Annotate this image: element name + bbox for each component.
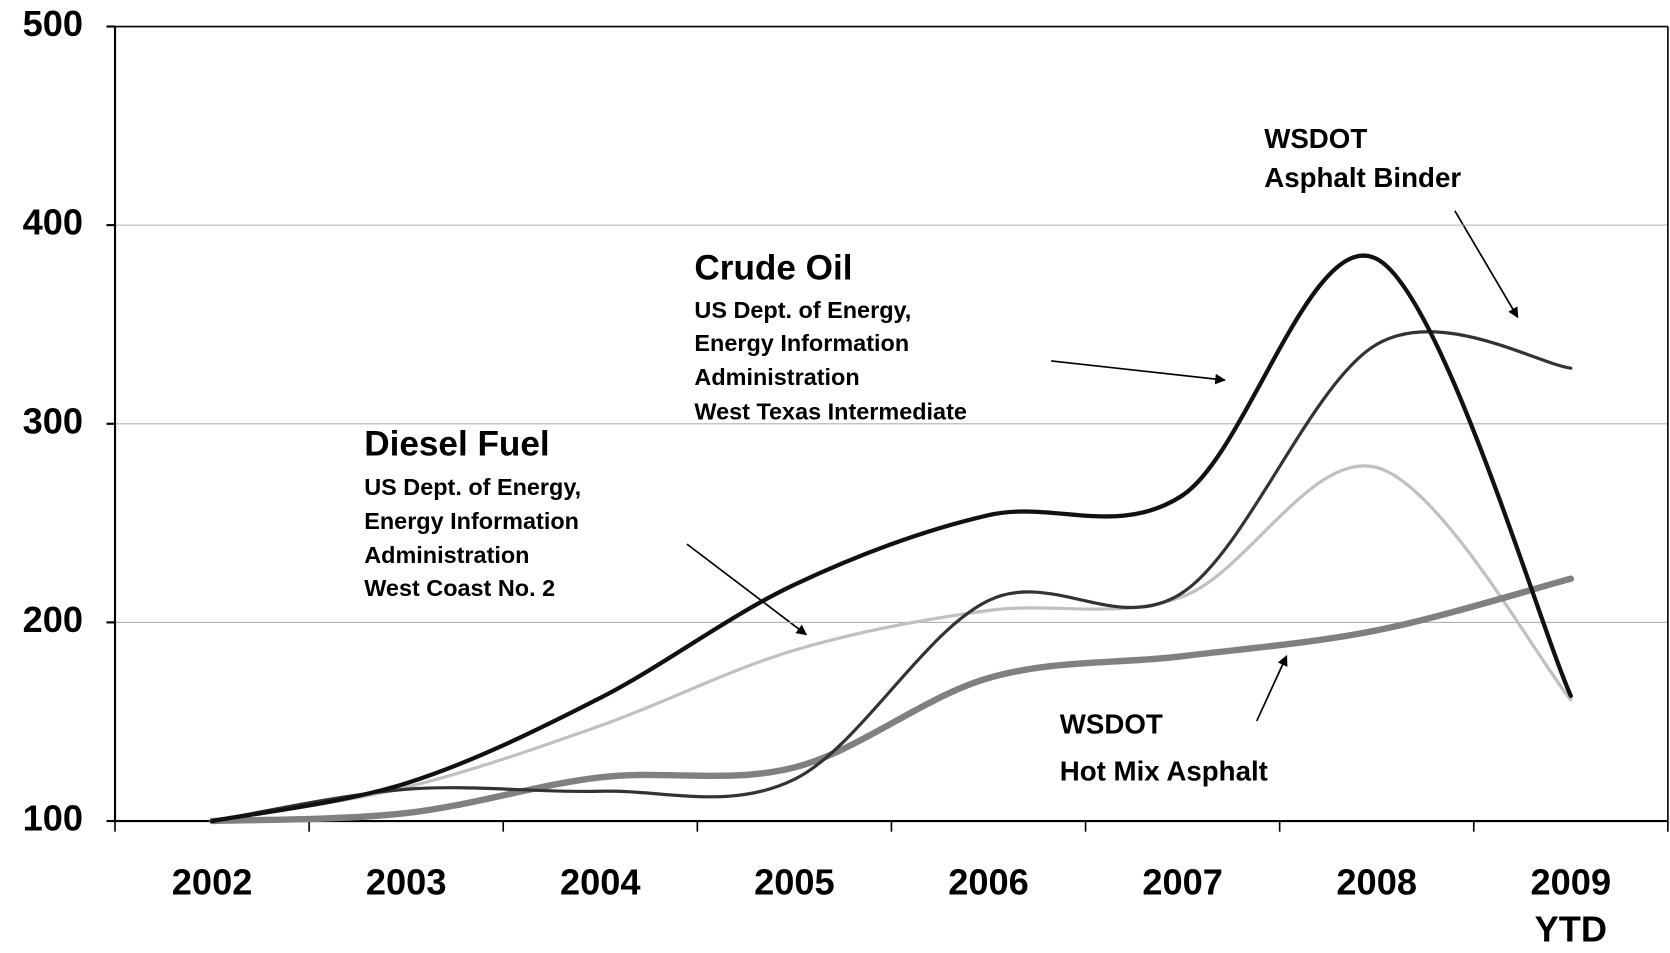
x-tick-label: 2004 <box>560 862 641 904</box>
y-tick-label: 200 <box>23 599 83 640</box>
x-tick-label-box: 2005 <box>754 862 835 904</box>
annotation-line: West Texas Intermediate <box>694 398 966 424</box>
arrow <box>1255 654 1288 722</box>
x-tick-label: 2005 <box>754 862 835 904</box>
x-tick-label: 2002 <box>171 862 253 904</box>
x-tick-label: 2003 <box>365 862 447 904</box>
annotation-line: Administration <box>364 542 529 568</box>
x-tick-label: 2008 <box>1336 862 1417 904</box>
annotation-line: Administration <box>694 364 859 390</box>
arrow <box>686 543 808 636</box>
annotation-line: WSDOT <box>1060 709 1163 740</box>
arrow <box>1051 360 1226 385</box>
annotation-title: Crude Oil <box>694 249 852 288</box>
x-tick-label-box: 2007 <box>1142 862 1223 904</box>
x-tick-label: 2006 <box>948 862 1029 904</box>
y-tick-label: 500 <box>23 3 83 44</box>
annotation-line: US Dept. of Energy, <box>364 474 581 500</box>
x-tick-label-box: 2003 <box>365 862 447 904</box>
series-line <box>209 253 1573 824</box>
series-line <box>208 575 1575 825</box>
x-tick-label-box: 2008 <box>1336 862 1417 904</box>
annotation-line: West Coast No. 2 <box>364 575 555 601</box>
x-tick-label-box: 2002 <box>171 862 253 904</box>
y-tick-label: 300 <box>23 400 83 441</box>
annotation-line: Asphalt Binder <box>1264 162 1461 193</box>
x-tick-label: 2009 YTD <box>1530 862 1612 950</box>
x-tick-label-box: 2006 <box>948 862 1029 904</box>
arrow <box>1454 210 1519 319</box>
annotation-line: WSDOT <box>1264 123 1367 154</box>
y-tick-label: 100 <box>23 798 83 839</box>
annotation-title: Diesel Fuel <box>364 424 549 463</box>
series-line <box>210 464 1573 823</box>
x-tick-label-box: 2004 <box>560 862 641 904</box>
annotation-line: US Dept. of Energy, <box>694 297 911 323</box>
y-tick-label: 400 <box>23 202 83 243</box>
arrows <box>686 210 1519 722</box>
annotation-line: Hot Mix Asphalt <box>1060 755 1268 786</box>
x-tick-label-box: 2009 YTD <box>1530 862 1612 950</box>
x-tick-label: 2007 <box>1142 862 1223 904</box>
annotation-line: Energy Information <box>694 330 909 356</box>
series-line <box>210 330 1573 823</box>
annotation-line: Energy Information <box>364 508 579 534</box>
